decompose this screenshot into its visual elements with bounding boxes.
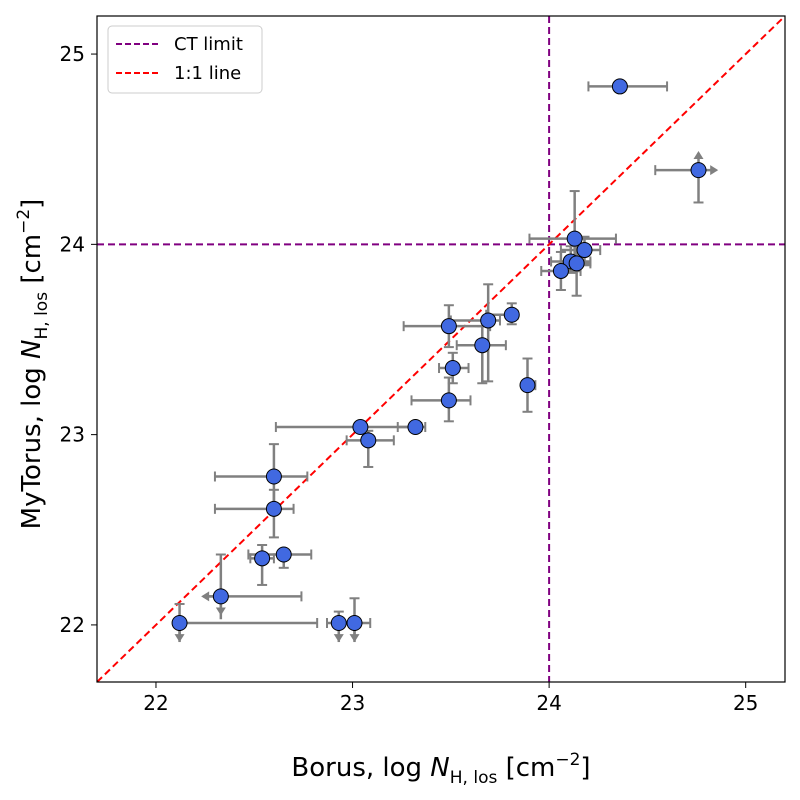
data-point — [171, 615, 188, 632]
upper-limit-arrowhead — [349, 634, 360, 643]
data-point — [611, 78, 628, 95]
y-tick-label: 23 — [60, 423, 85, 447]
data-point — [330, 615, 347, 632]
data-point — [552, 262, 569, 279]
data-point — [503, 306, 520, 323]
data-point — [568, 255, 585, 272]
x-tick-label: 25 — [733, 691, 758, 715]
legend-ct-limit-label: CT limit — [174, 34, 243, 55]
data-point — [265, 468, 282, 485]
plot-frame — [96, 15, 786, 683]
data-point — [474, 337, 491, 354]
upper-limit-arrowhead — [174, 634, 185, 643]
y-tick-label: 25 — [60, 42, 85, 66]
upper-limit-arrowhead — [215, 607, 226, 616]
data-point — [346, 615, 363, 632]
data-point — [440, 392, 457, 409]
data-point — [440, 318, 457, 335]
x-tick-label: 24 — [536, 691, 561, 715]
y-tick-label: 24 — [60, 232, 85, 256]
data-point — [360, 432, 377, 449]
data-point — [519, 377, 536, 394]
x-tick-label: 23 — [340, 691, 365, 715]
data-point — [275, 546, 292, 563]
data-point — [566, 230, 583, 247]
data-point — [444, 360, 461, 377]
left-limit-arrowhead — [201, 591, 210, 602]
data-point — [407, 419, 424, 436]
legend-box — [107, 25, 263, 94]
right-limit-arrowhead — [710, 165, 719, 176]
data-point — [576, 242, 593, 259]
data-point — [690, 162, 707, 179]
legend-one-to-one-label: 1:1 line — [174, 63, 241, 84]
one-to-one-line — [97, 16, 785, 682]
upper-limit-arrowhead — [333, 634, 344, 643]
data-point — [265, 500, 282, 517]
y-tick-label: 22 — [60, 613, 85, 637]
data-point — [480, 312, 497, 329]
data-point — [212, 588, 229, 605]
data-point — [352, 419, 369, 436]
data-point — [254, 550, 271, 567]
legend: CT limit 1:1 line — [107, 25, 263, 94]
x-axis-label: Borus, log NH, los [cm−2] — [291, 750, 590, 788]
lower-limit-arrowhead — [693, 151, 704, 160]
y-axis-label: MyTorus, log NH, los [cm−2] — [14, 199, 52, 530]
x-tick-label: 22 — [143, 691, 168, 715]
